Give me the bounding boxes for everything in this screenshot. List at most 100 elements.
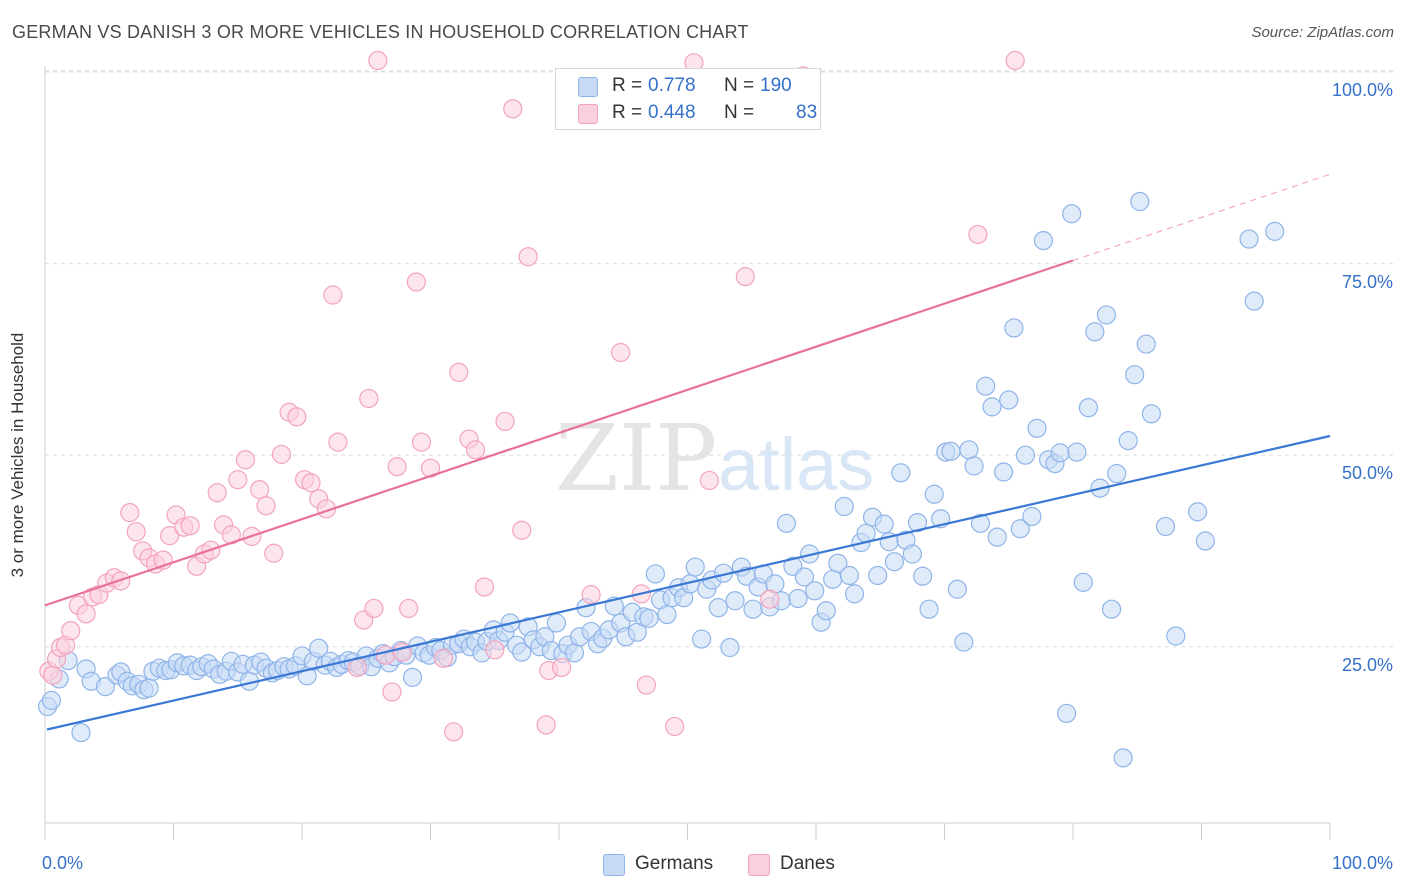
- data-point: [1136, 334, 1156, 354]
- data-point: [536, 715, 556, 735]
- x-tick-label-min: 0.0%: [42, 853, 84, 873]
- data-point: [639, 608, 659, 628]
- data-point: [924, 484, 944, 504]
- data-point: [844, 584, 865, 604]
- data-point: [1078, 398, 1099, 418]
- data-point: [1050, 443, 1070, 463]
- data-point: [1085, 322, 1105, 342]
- watermark-atlas: atlas: [718, 423, 874, 506]
- data-point: [1096, 305, 1117, 325]
- data-point: [399, 598, 419, 619]
- data-point: [126, 522, 146, 542]
- data-point: [375, 645, 396, 665]
- data-point: [474, 577, 495, 597]
- trendline-danes-extension: [1072, 173, 1331, 262]
- data-point: [1056, 703, 1077, 724]
- data-point: [1239, 229, 1259, 249]
- data-point: [301, 473, 321, 493]
- data-point: [976, 376, 996, 396]
- data-point: [503, 99, 523, 119]
- data-point: [41, 690, 62, 710]
- data-point: [1188, 502, 1208, 522]
- data-point: [347, 657, 367, 678]
- data-point: [1015, 445, 1036, 465]
- data-point: [228, 470, 248, 490]
- n-value: 83: [796, 102, 818, 123]
- data-point: [485, 640, 505, 660]
- data-point: [968, 224, 988, 245]
- data-point: [207, 483, 227, 503]
- data-point: [465, 440, 486, 460]
- data-point: [406, 272, 426, 292]
- watermark: ZIP atlas: [555, 405, 874, 512]
- data-point: [1244, 291, 1264, 311]
- watermark-zip: ZIP: [555, 405, 717, 512]
- data-point: [1125, 365, 1145, 385]
- data-point: [43, 665, 63, 685]
- data-point: [518, 247, 538, 267]
- x-tick-label-max: 100.0%: [1331, 853, 1393, 873]
- data-point: [708, 598, 728, 618]
- data-point: [382, 682, 402, 702]
- data-point: [1010, 519, 1030, 539]
- data-point: [1033, 230, 1054, 251]
- data-point: [725, 591, 745, 611]
- stats-swatch-germans: [578, 77, 598, 97]
- data-point: [982, 397, 1002, 417]
- y-tick-label: 100.0%: [1331, 80, 1393, 100]
- data-point: [1155, 516, 1176, 537]
- data-point: [645, 564, 665, 584]
- data-point: [411, 432, 432, 452]
- data-point: [1118, 431, 1138, 451]
- data-point: [1166, 626, 1186, 646]
- r-value: 0.778: [648, 75, 696, 96]
- n-label: N =: [724, 102, 755, 123]
- data-point: [1107, 463, 1127, 484]
- data-point: [71, 722, 91, 743]
- data-point: [551, 657, 572, 678]
- data-point: [970, 513, 991, 533]
- danes-points: [39, 50, 1025, 742]
- data-point: [874, 514, 894, 534]
- data-point: [788, 588, 808, 609]
- data-point: [902, 544, 922, 564]
- data-point: [495, 411, 515, 432]
- data-point: [512, 642, 532, 662]
- data-point: [323, 285, 343, 305]
- data-point: [913, 566, 933, 586]
- data-point: [402, 667, 423, 687]
- r-label: R =: [612, 75, 643, 96]
- data-point: [964, 456, 984, 476]
- n-label: N =: [724, 75, 755, 96]
- r-value: 0.448: [648, 102, 696, 123]
- legend-swatch-germans: [603, 854, 625, 876]
- data-point: [1005, 50, 1025, 71]
- data-point: [364, 598, 384, 619]
- y-tick-label: 50.0%: [1341, 463, 1393, 484]
- data-point: [1130, 191, 1150, 212]
- data-point: [387, 457, 407, 477]
- data-point: [743, 599, 763, 619]
- data-point: [160, 526, 180, 546]
- data-point: [907, 512, 928, 533]
- data-point: [120, 503, 140, 523]
- data-point: [839, 565, 860, 586]
- legend: Germans Danes: [0, 852, 1406, 878]
- data-point: [95, 676, 115, 697]
- data-point: [359, 388, 379, 409]
- data-point: [1062, 204, 1082, 224]
- data-point: [1113, 748, 1133, 768]
- data-point: [776, 513, 797, 533]
- data-point: [1027, 418, 1047, 438]
- data-point: [1004, 318, 1024, 338]
- data-point: [368, 50, 388, 71]
- data-point: [139, 678, 159, 698]
- data-point: [794, 567, 815, 587]
- data-point: [823, 569, 843, 589]
- data-point: [685, 557, 705, 577]
- trendline-danes: [44, 259, 1074, 607]
- data-point: [61, 621, 81, 641]
- data-point: [868, 565, 888, 586]
- y-tick-label: 25.0%: [1341, 654, 1393, 675]
- data-point: [1067, 442, 1087, 462]
